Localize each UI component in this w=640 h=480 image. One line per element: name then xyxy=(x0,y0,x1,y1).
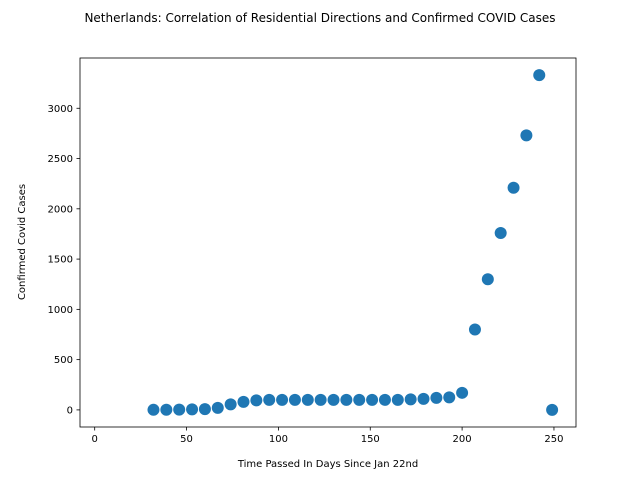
data-point xyxy=(546,403,559,416)
y-tick-label: 2500 xyxy=(48,154,73,165)
y-axis-label: Confirmed Covid Cases xyxy=(17,184,28,300)
data-point xyxy=(211,401,224,414)
data-point xyxy=(327,393,340,406)
data-point xyxy=(520,129,533,142)
y-tick-label: 1500 xyxy=(48,255,73,266)
data-point xyxy=(533,69,546,82)
data-point xyxy=(494,226,507,239)
x-tick-label: 250 xyxy=(544,434,563,445)
data-point xyxy=(366,393,379,406)
data-point xyxy=(301,393,314,406)
data-point xyxy=(173,403,186,416)
y-tick-label: 2000 xyxy=(48,204,73,215)
data-point xyxy=(391,393,404,406)
data-point xyxy=(378,393,391,406)
x-axis-label: Time Passed In Days Since Jan 22nd xyxy=(237,459,418,470)
y-axis-ticks: 0 500 1000 1500 2000 2500 3000 xyxy=(48,104,80,416)
data-point xyxy=(276,393,289,406)
x-tick-label: 50 xyxy=(180,434,193,445)
data-point xyxy=(224,398,237,411)
data-point xyxy=(456,386,469,399)
data-point xyxy=(430,391,443,404)
data-point xyxy=(481,273,494,286)
plot-frame xyxy=(79,57,577,428)
data-point xyxy=(198,403,211,416)
y-tick-label: 500 xyxy=(54,355,73,366)
x-tick-label: 100 xyxy=(269,434,288,445)
data-point xyxy=(353,393,366,406)
y-tick-label: 1000 xyxy=(48,305,73,316)
data-point xyxy=(160,403,173,416)
data-point xyxy=(263,393,276,406)
data-point xyxy=(417,392,430,405)
data-point xyxy=(404,393,417,406)
data-point xyxy=(237,395,250,408)
data-point xyxy=(340,393,353,406)
y-tick-label: 0 xyxy=(67,405,73,416)
data-points xyxy=(147,69,559,416)
data-point xyxy=(147,403,160,416)
data-point xyxy=(507,181,520,194)
data-point xyxy=(468,323,481,336)
data-point xyxy=(314,393,327,406)
x-tick-label: 0 xyxy=(92,434,98,445)
chart-title: Netherlands: Correlation of Residential … xyxy=(84,11,555,25)
data-point xyxy=(186,403,199,416)
data-point xyxy=(443,391,456,404)
y-tick-label: 3000 xyxy=(48,104,73,115)
data-point xyxy=(250,394,263,407)
x-axis-ticks: 0 50 100 150 200 250 xyxy=(92,427,564,445)
x-tick-label: 150 xyxy=(361,434,380,445)
plot-area xyxy=(79,57,577,428)
data-point xyxy=(288,393,301,406)
x-tick-label: 200 xyxy=(453,434,472,445)
